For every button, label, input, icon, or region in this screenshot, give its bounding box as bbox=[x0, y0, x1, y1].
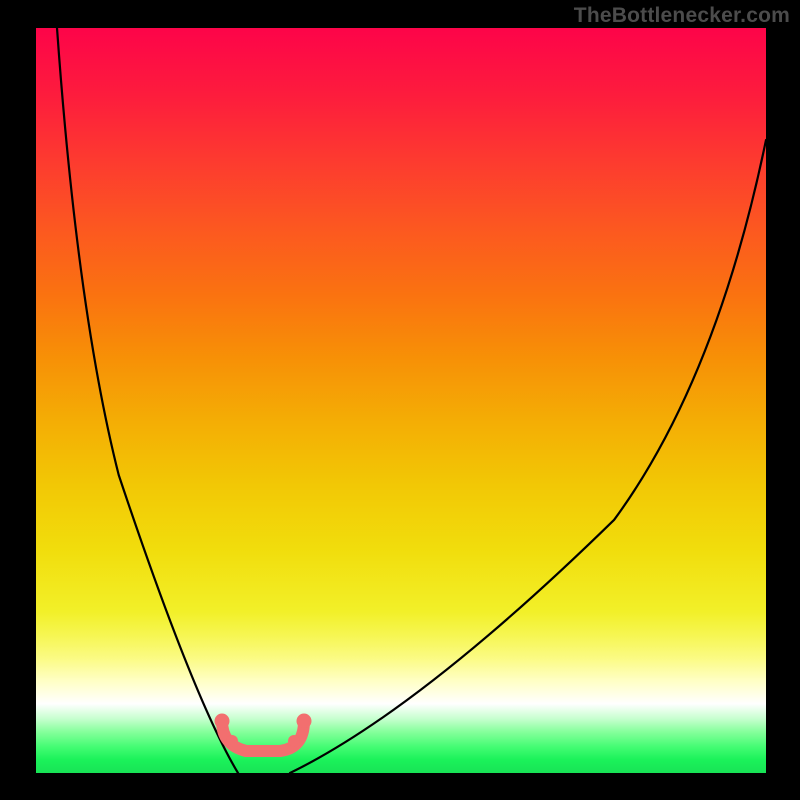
stage: TheBottlenecker.com bbox=[0, 0, 800, 800]
plot-gradient-bg bbox=[36, 28, 766, 773]
watermark-text: TheBottlenecker.com bbox=[574, 4, 790, 28]
trough-dot bbox=[288, 735, 300, 747]
trough-dot bbox=[226, 735, 238, 747]
trough-dot bbox=[215, 714, 230, 729]
trough-dot bbox=[297, 714, 312, 729]
chart-svg bbox=[0, 0, 800, 800]
